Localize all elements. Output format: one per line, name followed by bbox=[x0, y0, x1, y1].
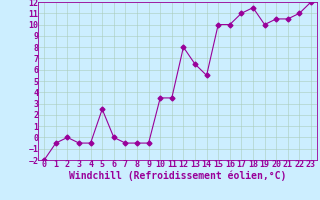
X-axis label: Windchill (Refroidissement éolien,°C): Windchill (Refroidissement éolien,°C) bbox=[69, 170, 286, 181]
